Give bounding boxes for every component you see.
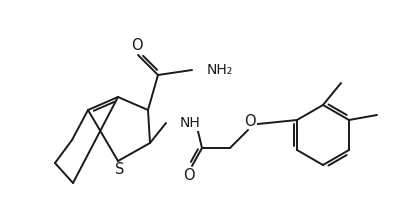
Text: NH₂: NH₂: [207, 63, 233, 77]
Text: NH: NH: [180, 116, 200, 130]
Text: S: S: [115, 162, 124, 177]
Text: O: O: [244, 114, 255, 128]
Text: O: O: [183, 169, 194, 184]
Text: O: O: [131, 37, 142, 53]
